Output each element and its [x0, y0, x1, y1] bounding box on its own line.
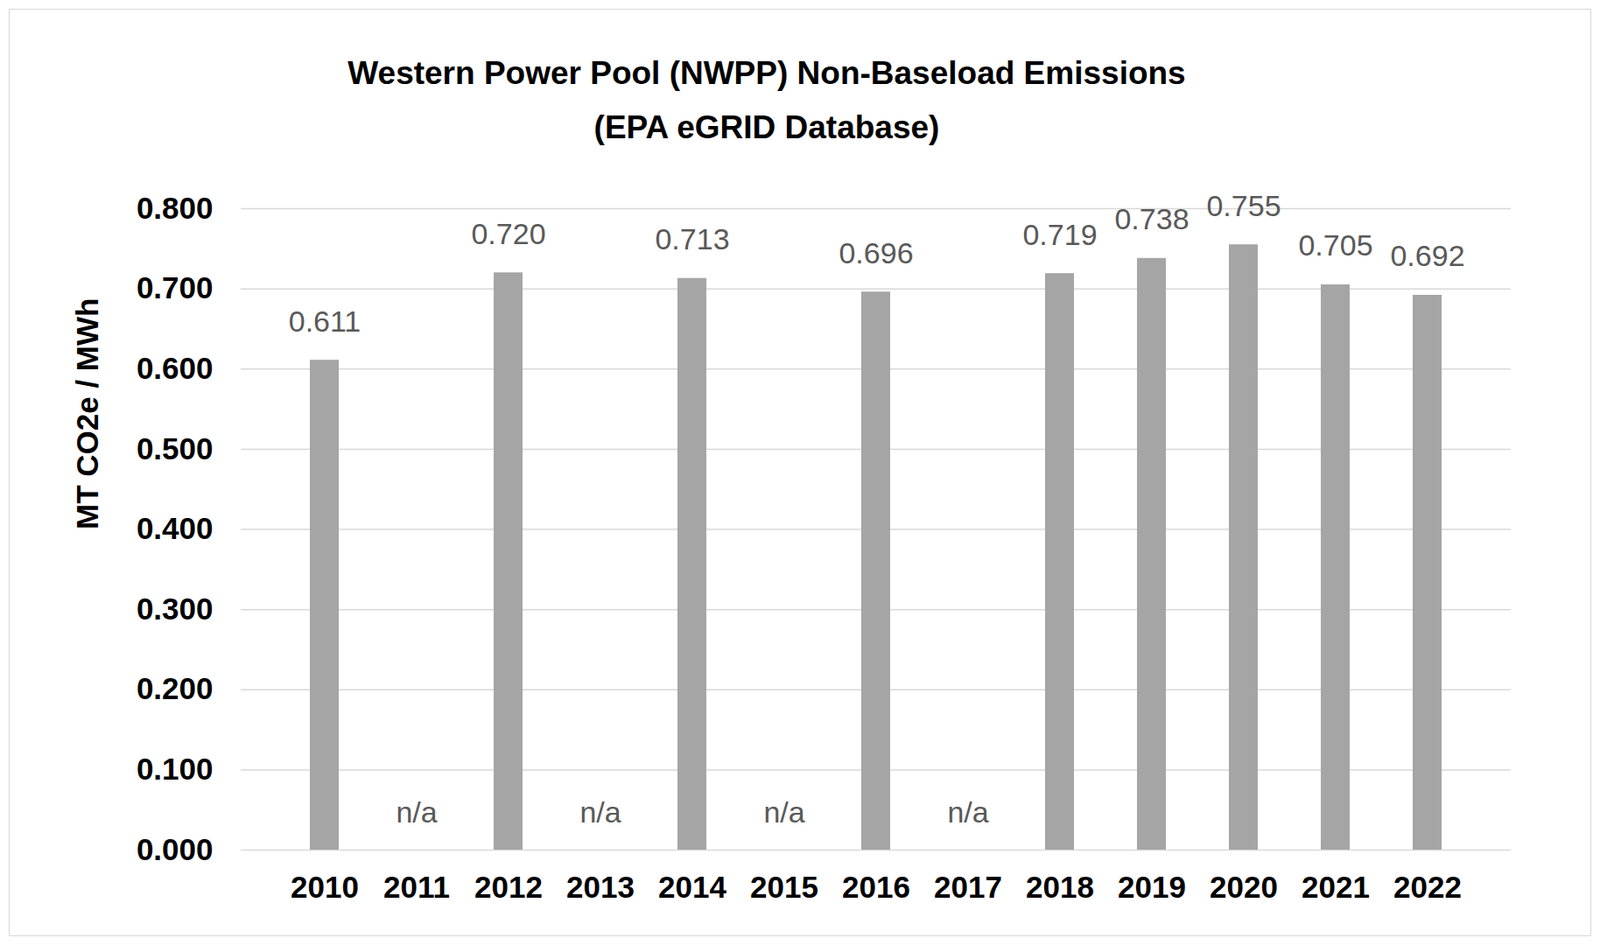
- svg-text:0.500: 0.500: [136, 431, 214, 466]
- svg-text:0.700: 0.700: [136, 270, 214, 305]
- svg-text:n/a: n/a: [579, 795, 621, 829]
- svg-text:0.738: 0.738: [1114, 202, 1189, 236]
- svg-text:0.000: 0.000: [136, 832, 214, 867]
- svg-text:0.600: 0.600: [136, 350, 214, 386]
- svg-text:2013: 2013: [566, 870, 635, 905]
- svg-text:2015: 2015: [750, 870, 819, 905]
- svg-text:0.755: 0.755: [1206, 189, 1281, 223]
- svg-text:2012: 2012: [474, 870, 543, 905]
- svg-text:MT CO2e / MWh: MT CO2e / MWh: [70, 298, 105, 530]
- svg-text:0.692: 0.692: [1389, 238, 1465, 273]
- svg-text:0.100: 0.100: [136, 751, 214, 786]
- svg-text:2016: 2016: [842, 870, 911, 905]
- svg-text:0.200: 0.200: [136, 671, 214, 706]
- svg-text:n/a: n/a: [763, 795, 805, 829]
- svg-text:2019: 2019: [1117, 870, 1186, 905]
- svg-text:2021: 2021: [1301, 870, 1370, 905]
- svg-text:0.611: 0.611: [288, 304, 362, 338]
- svg-text:n/a: n/a: [947, 795, 989, 829]
- svg-text:0.705: 0.705: [1298, 228, 1373, 262]
- svg-text:0.719: 0.719: [1022, 217, 1097, 252]
- svg-text:0.400: 0.400: [136, 511, 214, 546]
- svg-text:2014: 2014: [658, 870, 727, 905]
- svg-text:2020: 2020: [1209, 870, 1278, 905]
- svg-text:2017: 2017: [933, 870, 1003, 905]
- svg-text:0.800: 0.800: [136, 190, 214, 225]
- svg-text:2022: 2022: [1393, 870, 1462, 905]
- svg-text:2010: 2010: [290, 870, 359, 905]
- html-text:Western Power Pool (NWPP) Non-: Western Power Pool (NWPP) Non-Baseload E…: [347, 55, 1186, 92]
- svg-text:0.713: 0.713: [654, 222, 730, 256]
- svg-text:n/a: n/a: [395, 795, 437, 829]
- svg-text:0.720: 0.720: [470, 217, 546, 251]
- svg-text:0.300: 0.300: [136, 591, 214, 626]
- html-text:(EPA eGRID Database): (EPA eGRID Database): [593, 109, 940, 146]
- svg-text:2018: 2018: [1025, 870, 1095, 905]
- svg-text:2011: 2011: [383, 870, 450, 905]
- svg-text:0.696: 0.696: [838, 236, 913, 270]
